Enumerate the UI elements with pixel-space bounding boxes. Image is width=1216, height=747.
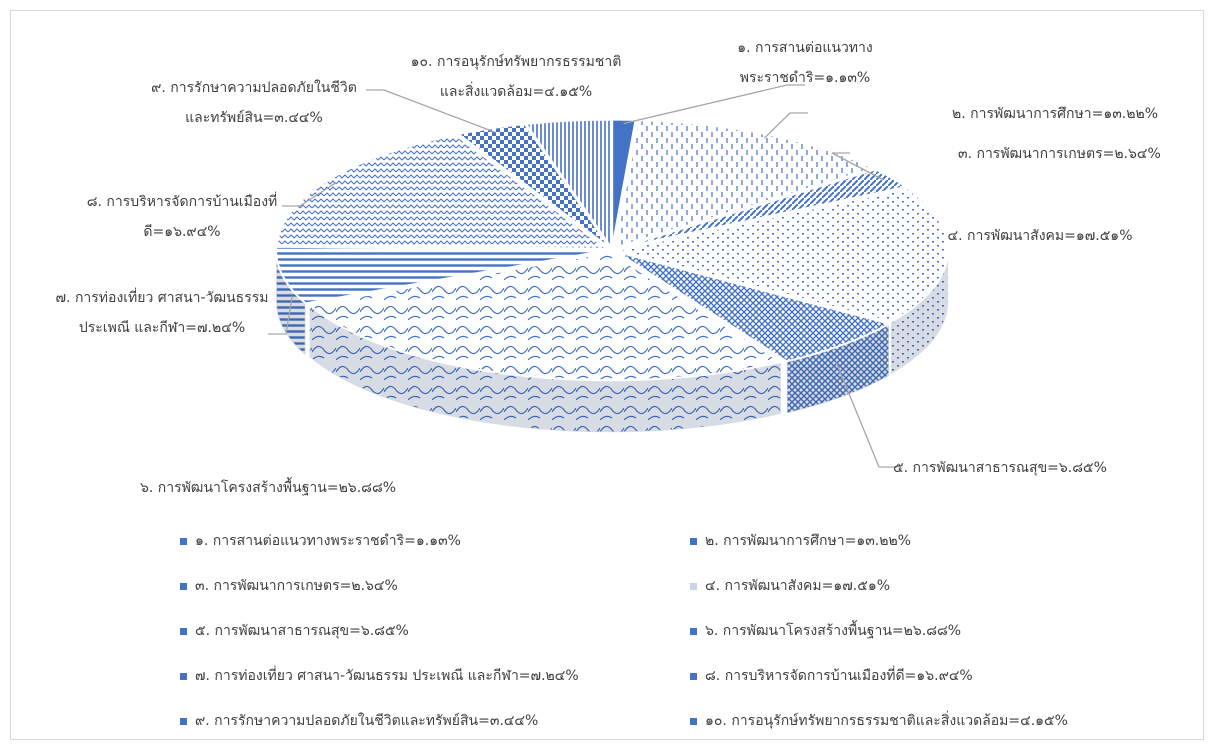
leader-line-3 [831, 152, 885, 181]
legend-label-6: ๖. การพัฒนาโครงสร้างพื้นฐาน=๒๖.๘๘% [705, 623, 962, 639]
callout-line-2-1: ๒. การพัฒนาการศึกษา=๑๓.๒๒% [952, 106, 1158, 122]
callout-label-3: ๓. การพัฒนาการเกษตร=๒.๖๔% [958, 146, 1161, 162]
legend-label-5: ๕. การพัฒนาสาธารณสุข=๖.๘๕% [195, 623, 409, 639]
legend-label-8: ๘. การบริหารจัดการบ้านเมืองที่ดี=๑๖.๙๔% [705, 668, 973, 684]
legend-item-9: ๙. การรักษาความปลอดภัยในชีวิตและทรัพย์สิ… [180, 710, 538, 732]
pie-slice-9 [455, 123, 611, 249]
callout-line-4-1: ๔. การพัฒนาสังคม=๑๗.๕๑% [947, 228, 1132, 244]
legend-item-5: ๕. การพัฒนาสาธารณสุข=๖.๘๕% [180, 620, 409, 642]
leader-line-5 [835, 362, 897, 468]
callout-label-4: ๔. การพัฒนาสังคม=๑๗.๕๑% [947, 228, 1132, 244]
callout-line-7-2: ประเพณี และกีฬา=๗.๒๔% [79, 320, 245, 336]
pie-slice-8 [275, 133, 610, 250]
callout-label-9: ๙. การรักษาความปลอดภัยในชีวิตและทรัพย์สิ… [151, 79, 357, 126]
pie-slice-10 [524, 118, 613, 251]
callout-label-2: ๒. การพัฒนาการศึกษา=๑๓.๒๒% [952, 106, 1158, 122]
leader-line-1 [623, 84, 805, 125]
legend-swatch-1 [180, 537, 187, 545]
callout-line-10-2: และสิ่งแวดล้อม=๔.๑๕% [440, 82, 592, 100]
legend-label-3: ๓. การพัฒนาการเกษตร=๒.๖๔% [195, 578, 398, 594]
legend-item-3: ๓. การพัฒนาการเกษตร=๒.๖๔% [180, 575, 398, 597]
pie-chart: ๑. การสานต่อแนวทางพระราชดำริ=๑.๑๓% ๒. การ… [56, 40, 1161, 496]
legend-label-2: ๒. การพัฒนาการศึกษา=๑๓.๒๒% [705, 533, 912, 549]
pie-tops [275, 118, 949, 382]
legend-item-10: ๑๐. การอนุรักษ์ทรัพยากรธรรมชาติและสิ่งแว… [690, 710, 1068, 732]
legend-swatch-7 [180, 672, 187, 680]
callout-label-5: ๕. การพัฒนาสาธารณสุข=๖.๘๕% [893, 460, 1107, 476]
pie-slice-7 [275, 245, 607, 305]
callout-label-1: ๑. การสานต่อแนวทางพระราชดำริ=๑.๑๓% [737, 40, 873, 86]
legend-label-4: ๔. การพัฒนาสังคม=๑๗.๕๑% [705, 578, 891, 594]
callout-line-1-1: ๑. การสานต่อแนวทาง [737, 40, 873, 56]
callout-label-8: ๘. การบริหารจัดการบ้านเมืองที่ดี=๑๖.๙๔% [87, 192, 278, 240]
legend-item-8: ๘. การบริหารจัดการบ้านเมืองที่ดี=๑๖.๙๔% [690, 665, 973, 687]
pie-slice-6 [307, 251, 784, 382]
pie-labels: ๑. การสานต่อแนวทางพระราชดำริ=๑.๑๓% ๒. การ… [56, 40, 1161, 496]
pie-slice-1 [611, 118, 637, 248]
leader-line-8 [282, 182, 337, 207]
legend-swatch-8 [690, 672, 697, 680]
callout-line-6-1: ๖. การพัฒนาโครงสร้างพื้นฐาน=๒๖.๘๘% [140, 477, 396, 496]
leader-line-2 [763, 112, 808, 139]
legend-label-1: ๑. การสานต่อแนวทางพระราชดำริ=๑.๑๓% [195, 533, 461, 549]
legend-item-6: ๖. การพัฒนาโครงสร้างพื้นฐาน=๒๖.๘๘% [690, 620, 961, 642]
legend-item-4: ๔. การพัฒนาสังคม=๑๗.๕๑% [690, 575, 890, 597]
legend-swatch-6 [690, 627, 697, 635]
legend-item-7: ๗. การท่องเที่ยว ศาสนา-วัฒนธรรม ประเพณี … [180, 665, 579, 687]
legend-label-10: ๑๐. การอนุรักษ์ทรัพยากรธรรมชาติและสิ่งแว… [705, 713, 1068, 729]
callout-label-6: ๖. การพัฒนาโครงสร้างพื้นฐาน=๒๖.๘๘% [140, 477, 396, 496]
callout-line-5-1: ๕. การพัฒนาสาธารณสุข=๖.๘๕% [893, 460, 1107, 476]
legend-item-2: ๒. การพัฒนาการศึกษา=๑๓.๒๒% [690, 530, 911, 552]
callout-line-10-1: ๑๐. การอนุรักษ์ทรัพยากรธรรมชาติ [411, 53, 622, 70]
callout-label-10: ๑๐. การอนุรักษ์ทรัพยากรธรรมชาติและสิ่งแว… [411, 53, 622, 100]
callout-line-1-2: พระราชดำริ=๑.๑๓% [740, 70, 870, 86]
pie-side-shade-5 [786, 323, 890, 414]
pie-slice-3 [616, 168, 909, 250]
legend-item-1: ๑. การสานต่อแนวทางพระราชดำริ=๑.๑๓% [180, 530, 461, 552]
legend-swatch-10 [690, 717, 697, 725]
callout-line-8-1: ๘. การบริหารจัดการบ้านเมืองที่ [87, 192, 278, 210]
callout-label-7: ๗. การท่องเที่ยว ศาสนา-วัฒนธรรมประเพณี แ… [56, 288, 269, 336]
legend-swatch-2 [690, 537, 697, 545]
leader-line-7 [268, 295, 293, 335]
pie-leaders [268, 84, 897, 468]
pie-side-shade-6 [309, 305, 781, 433]
pie-slice-5 [615, 250, 892, 363]
pie-side-shade-4 [890, 250, 948, 375]
leader-line-9 [366, 89, 495, 133]
callout-line-8-2: ดี=๑๖.๙๔% [143, 224, 220, 240]
legend-swatch-9 [180, 717, 187, 725]
legend-label-9: ๙. การรักษาความปลอดภัยในชีวิตและทรัพย์สิ… [195, 713, 539, 729]
legend-swatch-5 [180, 627, 187, 635]
chart-legend: ๑. การสานต่อแนวทางพระราชดำริ=๑.๑๓% ๒. การ… [0, 530, 1216, 740]
callout-line-3-1: ๓. การพัฒนาการเกษตร=๒.๖๔% [958, 146, 1161, 162]
callout-line-9-1: ๙. การรักษาความปลอดภัยในชีวิต [151, 79, 357, 96]
pie-slice-4 [617, 187, 949, 324]
legend-label-7: ๗. การท่องเที่ยว ศาสนา-วัฒนธรรม ประเพณี … [195, 668, 579, 684]
callout-line-9-2: และทรัพย์สิน=๓.๔๔% [185, 109, 323, 126]
pie-slice-2 [613, 119, 877, 250]
legend-swatch-3 [180, 582, 187, 590]
legend-swatch-4 [690, 582, 697, 590]
callout-line-7-1: ๗. การท่องเที่ยว ศาสนา-วัฒนธรรม [56, 288, 269, 306]
